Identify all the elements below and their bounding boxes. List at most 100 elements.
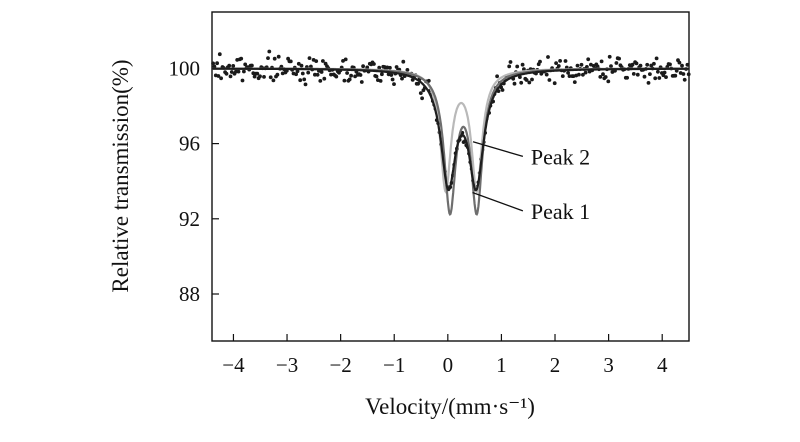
peak-annotations: Peak 2 Peak 1: [472, 141, 590, 224]
y-tick-labels: 88 92 96 100: [169, 56, 201, 306]
data-point: [560, 74, 565, 78]
data-point: [240, 78, 245, 83]
data-point: [556, 64, 561, 68]
data-point: [500, 88, 505, 92]
data-point: [515, 64, 520, 69]
data-point: [243, 62, 248, 67]
data-point: [682, 77, 687, 82]
data-point: [295, 69, 300, 74]
data-point: [365, 65, 370, 70]
data-point: [638, 63, 643, 68]
x-tick-label: −2: [329, 353, 351, 377]
data-point: [298, 78, 303, 83]
data-point: [394, 65, 399, 69]
data-point: [635, 72, 640, 77]
data-point: [420, 96, 424, 101]
data-point: [645, 62, 650, 67]
data-point: [314, 59, 319, 63]
annotation-label: Peak 1: [531, 199, 590, 224]
data-point: [405, 68, 410, 72]
data-point: [586, 57, 591, 62]
data-point: [598, 75, 603, 79]
data-point: [495, 74, 499, 79]
data-point: [606, 79, 611, 84]
data-point: [609, 64, 613, 68]
plot-frame: [211, 11, 690, 342]
data-point: [215, 61, 220, 66]
data-point: [656, 69, 660, 74]
fitted-envelope-curve: [212, 67, 689, 192]
data-point: [358, 73, 363, 77]
data-point: [267, 49, 272, 54]
data-point: [520, 62, 525, 67]
data-point: [374, 74, 379, 79]
data-point: [652, 61, 656, 66]
data-point: [547, 78, 552, 82]
data-point: [321, 59, 325, 63]
x-tick-label: 4: [657, 353, 668, 377]
data-point: [349, 73, 353, 78]
data-point: [217, 52, 222, 57]
data-point: [657, 76, 662, 80]
data-point: [250, 63, 254, 68]
data-point: [567, 74, 572, 78]
data-point: [388, 65, 392, 70]
data-point: [653, 76, 658, 81]
data-point: [642, 74, 647, 79]
data-point: [558, 59, 562, 63]
data-point: [585, 65, 589, 69]
x-tick-label: −1: [383, 353, 405, 377]
data-point: [258, 74, 262, 79]
data-point: [329, 72, 333, 77]
data-point: [625, 75, 629, 80]
data-point: [530, 77, 534, 82]
data-point: [322, 76, 327, 81]
data-point: [334, 74, 339, 79]
data-point: [231, 64, 236, 68]
data-point: [563, 59, 568, 63]
data-point: [224, 71, 229, 76]
data-point: [583, 70, 588, 75]
y-axis-title: Relative transmission(%): [108, 59, 133, 292]
measured-data-points: [211, 49, 691, 192]
data-point: [681, 72, 686, 76]
data-point: [630, 62, 635, 67]
data-point: [524, 78, 529, 82]
data-point: [345, 71, 349, 75]
data-point: [313, 72, 317, 77]
data-point: [380, 72, 384, 77]
data-point: [372, 62, 376, 66]
data-point: [685, 62, 690, 67]
data-point: [544, 72, 549, 77]
x-tick-label: 2: [550, 353, 561, 377]
data-point: [242, 69, 246, 74]
data-point: [227, 63, 232, 68]
y-tick-label: 96: [179, 132, 200, 156]
data-point: [654, 56, 659, 61]
data-point: [300, 71, 305, 76]
data-point: [572, 80, 577, 84]
data-point: [271, 78, 276, 83]
data-point: [228, 74, 233, 79]
data-point: [575, 63, 580, 68]
data-point: [566, 71, 570, 75]
data-point: [554, 61, 558, 65]
data-point: [552, 81, 557, 86]
data-point: [211, 61, 216, 66]
data-point: [276, 54, 281, 59]
y-tick-label: 88: [179, 282, 200, 306]
y-tick-label: 92: [179, 207, 200, 231]
x-tick-label: 3: [603, 353, 614, 377]
data-point: [508, 60, 513, 64]
data-point: [617, 56, 621, 61]
data-point: [426, 78, 431, 83]
data-point: [319, 70, 324, 74]
data-point: [299, 63, 304, 68]
data-point: [595, 64, 600, 69]
data-point: [527, 80, 532, 85]
peak-2-curve: [212, 67, 689, 194]
data-point: [266, 56, 270, 60]
x-tick-label: 0: [443, 353, 454, 377]
data-point: [601, 72, 605, 77]
data-point: [234, 69, 238, 74]
